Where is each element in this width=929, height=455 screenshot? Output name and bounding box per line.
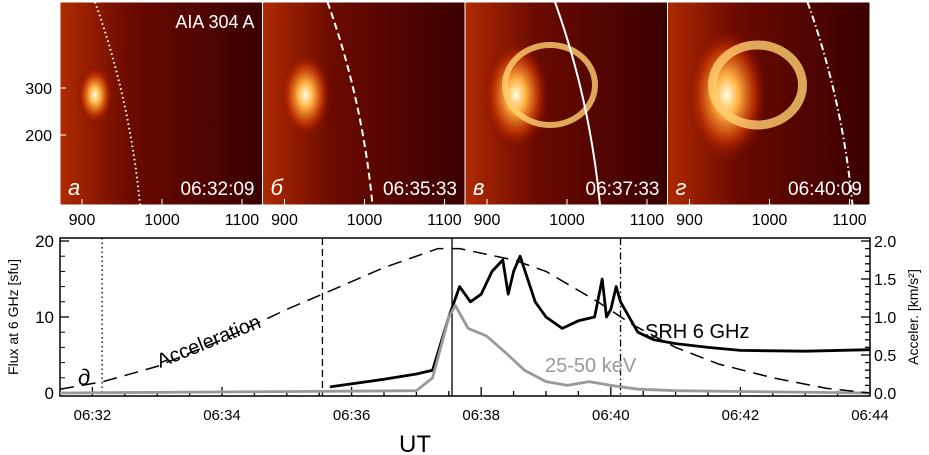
- image-x-tick-label: 1000: [752, 212, 788, 229]
- series-label: 25-50 keV: [545, 355, 637, 377]
- image-panel: в 06:37:33 900 1000 1100: [464, 1, 668, 229]
- x-axis-label: UT: [399, 431, 431, 455]
- x-tick-label: 06:34: [203, 407, 241, 424]
- erupting-loop: [502, 42, 598, 128]
- y2-tick-label: 1.5: [874, 272, 896, 289]
- y2-tick-label: 1.0: [874, 310, 896, 327]
- image-x-tick-label: 900: [676, 212, 703, 229]
- x-tick-label: 06:40: [592, 407, 630, 424]
- y-tick-label: 10: [35, 308, 54, 327]
- image-panel: г 06:40:09 900 1000 1100: [667, 1, 871, 229]
- flare-emission: [280, 52, 331, 138]
- panel-time: 06:37:33: [586, 179, 660, 200]
- x-tick-label: 06:44: [851, 407, 889, 424]
- limb-line: [326, 1, 374, 206]
- panel-time: 06:35:33: [383, 179, 457, 200]
- x-tick-label: 06:38: [462, 407, 500, 424]
- image-x-tick-label: 900: [271, 212, 298, 229]
- panel-letter: б: [271, 175, 285, 200]
- light-curve-chart: 06:32 06:34 06:36 06:38 06:40 06:42 06:44 0 10 20…: [5, 232, 921, 455]
- y-axis-label: Flux at 6 GHz [sfu]: [5, 259, 21, 375]
- panel-time: 06:32:09: [181, 179, 255, 200]
- x-tick-label: 06:32: [74, 407, 112, 424]
- limb-line: [554, 1, 601, 206]
- instrument-label: AIA 304 A: [175, 12, 254, 32]
- image-y-tick-label: 200: [25, 128, 52, 145]
- panel-letter: д: [78, 365, 90, 390]
- y2-tick-label: 0.5: [874, 348, 896, 365]
- image-y-tick-label: 300: [25, 81, 52, 98]
- image-x-tick-label: 1100: [832, 212, 867, 229]
- image-x-tick-label: 1100: [427, 212, 462, 229]
- image-x-tick-label: 900: [69, 212, 96, 229]
- y2-axis-label: Acceler. [km/s²]: [905, 269, 921, 365]
- image-x-tick-label: 1100: [630, 212, 665, 229]
- image-panel: б 06:35:33 900 1000 1100: [262, 1, 466, 229]
- y2-tick-label: 0.0: [874, 386, 896, 403]
- series-line: [329, 254, 871, 389]
- image-x-tick-label: 1000: [347, 212, 383, 229]
- limb-line: [94, 1, 141, 206]
- panel-time: 06:40:09: [788, 179, 862, 200]
- aia-image-panels: а 06:32:09 900 1000 1100 б 06:35:33 900 1000 1100…: [25, 1, 871, 229]
- x-tick-label: 06:42: [722, 407, 760, 424]
- series-label: SRH 6 GHz: [645, 321, 749, 343]
- erupting-loop: [708, 40, 807, 130]
- image-x-tick-label: 900: [474, 212, 501, 229]
- panel-letter: а: [68, 175, 80, 200]
- plot-frame: [59, 237, 871, 397]
- image-x-tick-label: 1100: [225, 212, 260, 229]
- image-x-tick-label: 1000: [549, 212, 585, 229]
- flare-emission: [77, 65, 113, 125]
- y-tick-label: 0: [45, 384, 54, 403]
- image-x-tick-label: 1000: [144, 212, 180, 229]
- y2-tick-label: 2.0: [874, 234, 896, 251]
- panel-letter: в: [473, 175, 484, 200]
- series-line: [59, 247, 871, 394]
- y-tick-label: 20: [35, 232, 54, 251]
- image-panel: а 06:32:09 900 1000 1100: [59, 1, 263, 229]
- x-tick-label: 06:36: [333, 407, 371, 424]
- limb-line: [806, 1, 854, 206]
- panel-letter: г: [676, 175, 687, 200]
